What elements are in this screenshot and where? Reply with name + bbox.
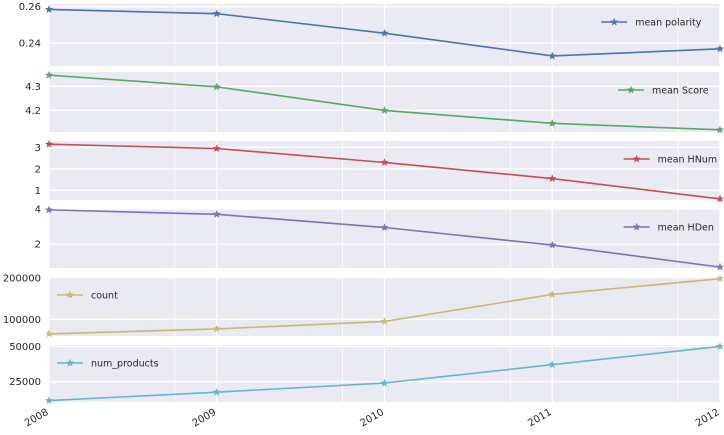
y-tick-label: 4 [35,205,41,216]
data-point-marker [212,209,221,218]
subplot-1: 0.24 0.26 mean polarity [19,2,724,66]
data-point-marker [44,5,54,14]
subplot-5: 100000 200000 count [3,273,724,338]
legend-marker [632,154,641,163]
legend-label: mean Score [652,86,709,97]
x-tick-label: 2008 [23,407,51,429]
subplot-3: 1 2 3 mean HNum [35,139,724,203]
data-point-marker [548,174,557,183]
y-tick-label: 200000 [3,273,41,284]
data-point-marker [212,9,221,18]
data-point-marker [380,223,389,232]
y-tick-label: 0.24 [19,39,41,50]
y-tick-label: 100000 [3,315,41,326]
data-point-marker [548,290,557,298]
y-tick-label: 1 [35,186,41,197]
data-point-marker [380,158,389,166]
data-point-marker [548,118,557,127]
y-tick-label: 2 [35,164,41,175]
data-point-marker [212,324,221,333]
y-tick-label: 3 [35,143,41,154]
legend-label: count [91,291,118,302]
data-point-marker [548,51,557,60]
x-tick-label: 2012 [694,407,722,429]
y-tick-label: 4.3 [25,82,41,93]
x-tick-label: 2011 [526,407,554,429]
legend-label: mean HDen [658,223,714,234]
data-point-marker [44,396,54,405]
data-point-marker [212,387,221,396]
data-point-marker [380,28,389,37]
data-point-marker [715,125,724,134]
y-tick-label: 25000 [9,377,41,388]
data-point-marker [44,205,54,214]
data-point-marker [715,342,724,350]
y-tick-label: 0.26 [19,2,41,13]
x-tick-label: 2010 [358,407,386,429]
legend-marker [626,85,636,94]
data-point-marker [44,139,54,148]
data-point-marker [44,329,54,338]
data-point-marker [212,82,221,91]
data-point-marker [548,360,557,369]
legend-marker [65,358,75,367]
y-tick-label: 2 [35,240,41,251]
subplot-4: 2 4 mean HDen [35,205,724,271]
legend-label: num_products [91,359,159,370]
data-point-marker [380,317,389,325]
y-tick-label: 50000 [9,342,41,353]
legend-marker [610,17,619,26]
data-point-marker [715,274,724,283]
legend-label: mean HNum [658,155,718,166]
data-point-marker [715,262,724,271]
data-point-marker [715,194,724,203]
data-point-marker [715,44,724,53]
x-tick-label: 2009 [191,407,219,429]
subplot-2: 4.2 4.3 mean Score [25,70,724,134]
data-point-marker [44,70,54,79]
subplot-6: 25000 50000 num_products [9,342,724,405]
data-point-marker [212,144,221,153]
legend-marker [632,222,641,231]
y-tick-label: 4.2 [25,106,41,117]
legend-label: mean polarity [635,18,702,29]
data-point-marker [380,378,389,387]
legend-marker [65,290,75,299]
data-point-marker [548,240,557,249]
data-point-marker [380,106,389,114]
